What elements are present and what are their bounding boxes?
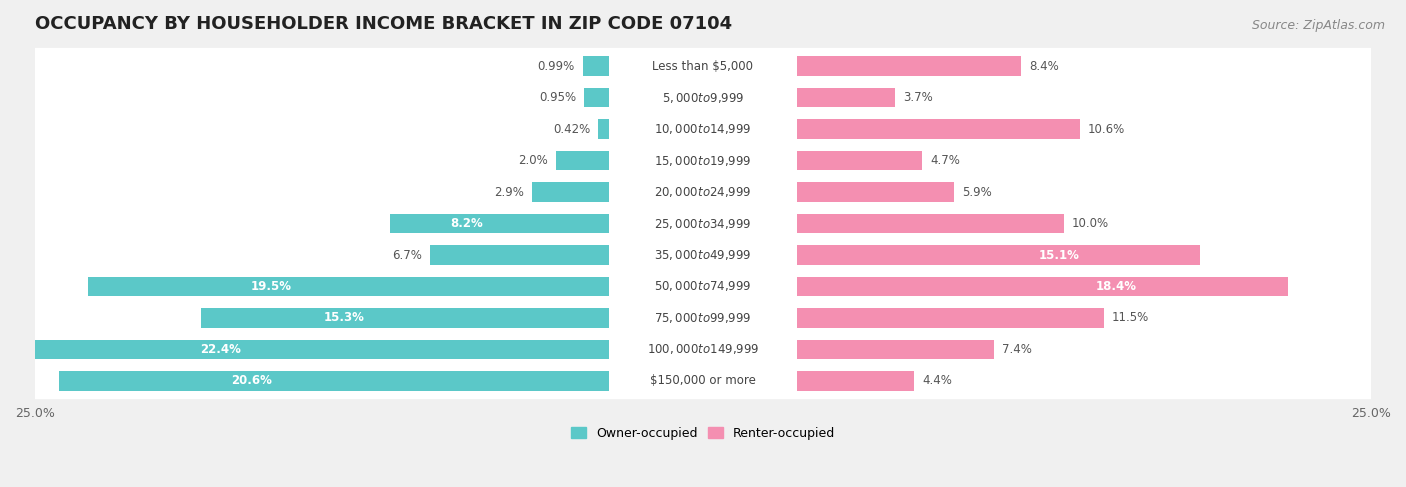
Bar — [797, 56, 1021, 76]
Bar — [89, 277, 609, 296]
Text: 11.5%: 11.5% — [1112, 312, 1149, 324]
Bar — [797, 245, 1201, 265]
Text: $20,000 to $24,999: $20,000 to $24,999 — [654, 185, 752, 199]
Text: 20.6%: 20.6% — [231, 375, 273, 388]
Text: 10.0%: 10.0% — [1071, 217, 1109, 230]
Text: 3.7%: 3.7% — [904, 91, 934, 104]
FancyBboxPatch shape — [30, 48, 1376, 84]
Text: 0.42%: 0.42% — [553, 123, 591, 135]
Bar — [797, 340, 994, 359]
Text: 10.6%: 10.6% — [1088, 123, 1125, 135]
Text: 5.9%: 5.9% — [962, 186, 993, 199]
Bar — [11, 340, 609, 359]
Bar — [391, 214, 609, 233]
Text: 2.0%: 2.0% — [519, 154, 548, 167]
FancyBboxPatch shape — [30, 300, 1376, 336]
Text: 4.7%: 4.7% — [931, 154, 960, 167]
Bar — [797, 308, 1104, 328]
Text: $15,000 to $19,999: $15,000 to $19,999 — [654, 153, 752, 168]
Text: OCCUPANCY BY HOUSEHOLDER INCOME BRACKET IN ZIP CODE 07104: OCCUPANCY BY HOUSEHOLDER INCOME BRACKET … — [35, 15, 733, 33]
Bar — [430, 245, 609, 265]
Text: $10,000 to $14,999: $10,000 to $14,999 — [654, 122, 752, 136]
Text: $75,000 to $99,999: $75,000 to $99,999 — [654, 311, 752, 325]
Text: Source: ZipAtlas.com: Source: ZipAtlas.com — [1251, 19, 1385, 33]
Text: 15.1%: 15.1% — [1039, 248, 1080, 262]
Bar — [797, 214, 1064, 233]
Text: $150,000 or more: $150,000 or more — [650, 375, 756, 388]
FancyBboxPatch shape — [30, 174, 1376, 210]
Text: $100,000 to $149,999: $100,000 to $149,999 — [647, 342, 759, 356]
Text: Less than $5,000: Less than $5,000 — [652, 59, 754, 73]
FancyBboxPatch shape — [30, 331, 1376, 368]
FancyBboxPatch shape — [30, 206, 1376, 242]
Legend: Owner-occupied, Renter-occupied: Owner-occupied, Renter-occupied — [567, 422, 839, 445]
Text: 2.9%: 2.9% — [494, 186, 524, 199]
Bar — [598, 119, 609, 139]
FancyBboxPatch shape — [30, 79, 1376, 116]
Text: 6.7%: 6.7% — [392, 248, 422, 262]
Text: 0.95%: 0.95% — [538, 91, 576, 104]
Bar — [797, 182, 955, 202]
Text: $50,000 to $74,999: $50,000 to $74,999 — [654, 280, 752, 294]
Text: 7.4%: 7.4% — [1002, 343, 1032, 356]
Text: $25,000 to $34,999: $25,000 to $34,999 — [654, 217, 752, 230]
Text: 0.99%: 0.99% — [537, 59, 575, 73]
Bar — [797, 151, 922, 170]
Text: $35,000 to $49,999: $35,000 to $49,999 — [654, 248, 752, 262]
Bar — [583, 88, 609, 107]
FancyBboxPatch shape — [30, 111, 1376, 148]
Bar — [797, 277, 1288, 296]
Bar — [797, 371, 914, 391]
Bar — [583, 56, 609, 76]
Text: 8.2%: 8.2% — [451, 217, 484, 230]
FancyBboxPatch shape — [30, 142, 1376, 179]
Bar — [531, 182, 609, 202]
Text: 19.5%: 19.5% — [250, 280, 291, 293]
Text: 18.4%: 18.4% — [1095, 280, 1136, 293]
FancyBboxPatch shape — [30, 237, 1376, 273]
Text: $5,000 to $9,999: $5,000 to $9,999 — [662, 91, 744, 105]
Bar — [555, 151, 609, 170]
Text: 15.3%: 15.3% — [323, 312, 364, 324]
FancyBboxPatch shape — [30, 363, 1376, 399]
FancyBboxPatch shape — [30, 268, 1376, 305]
Text: 4.4%: 4.4% — [922, 375, 952, 388]
Bar — [797, 119, 1080, 139]
Bar — [797, 88, 896, 107]
Text: 22.4%: 22.4% — [200, 343, 240, 356]
Text: 8.4%: 8.4% — [1029, 59, 1059, 73]
Bar — [201, 308, 609, 328]
Bar — [59, 371, 609, 391]
